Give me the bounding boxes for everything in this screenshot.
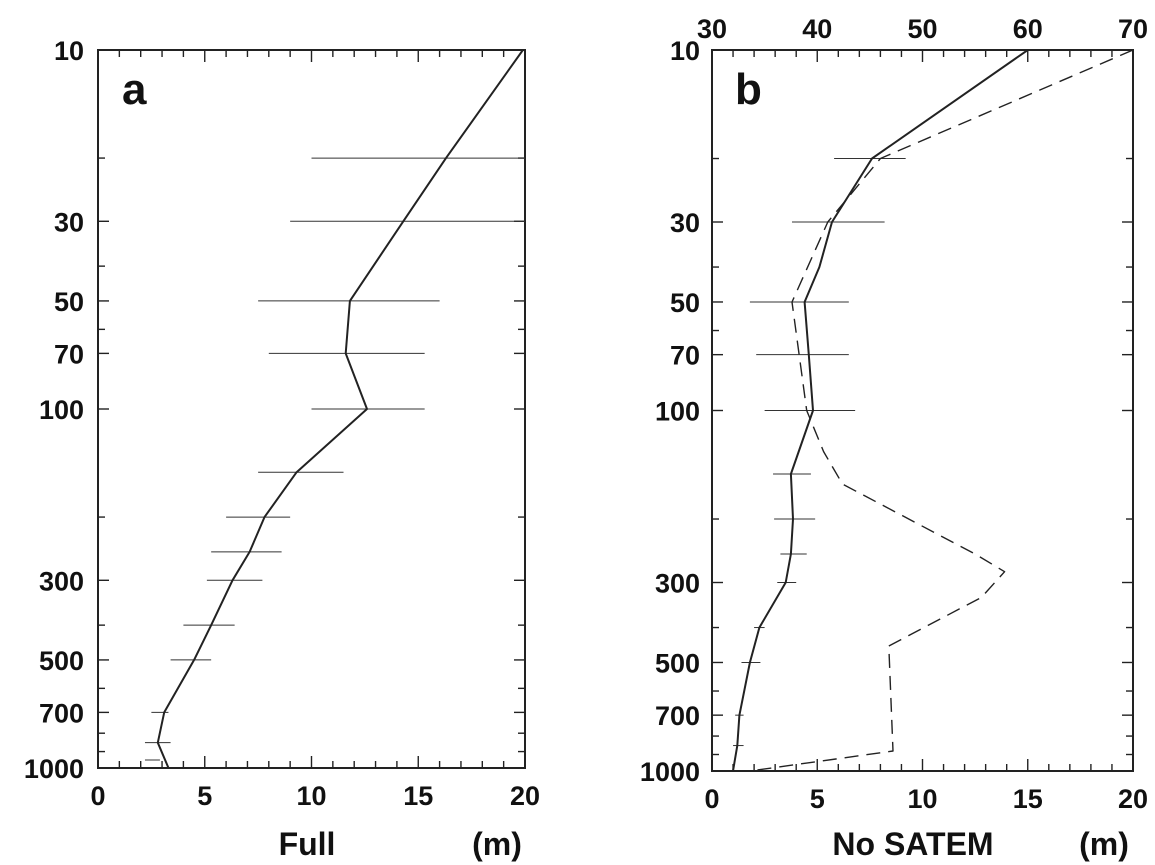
x-axis-label: Full — [279, 826, 336, 862]
y-tick-label: 10 — [54, 36, 84, 66]
x-axis-unit: (m) — [1079, 826, 1129, 862]
series-line-dashed — [749, 50, 1133, 771]
panel-label: a — [122, 65, 147, 114]
x-axis-unit: (m) — [472, 826, 522, 862]
y-tick-label: 30 — [54, 207, 84, 237]
y-tick-label: 100 — [655, 397, 700, 427]
x-tick-label: 5 — [810, 784, 825, 814]
x2-tick-label: 70 — [1118, 14, 1148, 44]
y-tick-label: 300 — [655, 569, 700, 599]
x2-tick-label: 60 — [1013, 14, 1043, 44]
plot-area — [732, 50, 1133, 771]
panel-a: 0 5 10 15 20 10 30 50 70 100 300 500 700 1000 a Full (m) — [24, 36, 540, 862]
y-tick-label: 50 — [54, 287, 84, 317]
y-tick-label: 1000 — [24, 754, 84, 784]
y-tick-label: 500 — [655, 648, 700, 678]
y-tick-label: 30 — [670, 208, 700, 238]
y-tick-label: 100 — [39, 395, 84, 425]
x-tick-label: 5 — [197, 781, 212, 811]
y-tick-label: 1000 — [640, 757, 700, 787]
x-tick-label: 10 — [907, 784, 937, 814]
y-tick-label: 700 — [39, 698, 84, 728]
x-tick-label: 20 — [1118, 784, 1148, 814]
x2-tick-label: 30 — [697, 14, 727, 44]
x-tick-label: 15 — [1013, 784, 1043, 814]
y-tick-label: 300 — [39, 566, 84, 596]
x-axis-label: No SATEM — [832, 826, 993, 862]
x2-tick-label: 40 — [802, 14, 832, 44]
x2-tick-label: 50 — [907, 14, 937, 44]
y-tick-label: 10 — [670, 36, 700, 66]
y-tick-label: 70 — [54, 339, 84, 369]
series-line-solid — [156, 50, 524, 768]
plot-area — [144, 50, 525, 768]
x-tick-label: 20 — [510, 781, 540, 811]
y-tick-label: 500 — [39, 646, 84, 676]
y-tick-label: 70 — [670, 341, 700, 371]
x-tick-label: 15 — [403, 781, 433, 811]
x-tick-label: 10 — [296, 781, 326, 811]
y-tick-label: 700 — [655, 701, 700, 731]
y-tick-label: 50 — [670, 288, 700, 318]
panel-label: b — [735, 65, 762, 114]
x-tick-label: 0 — [90, 781, 105, 811]
series-line-solid — [732, 50, 1029, 771]
x-tick-label: 0 — [704, 784, 719, 814]
